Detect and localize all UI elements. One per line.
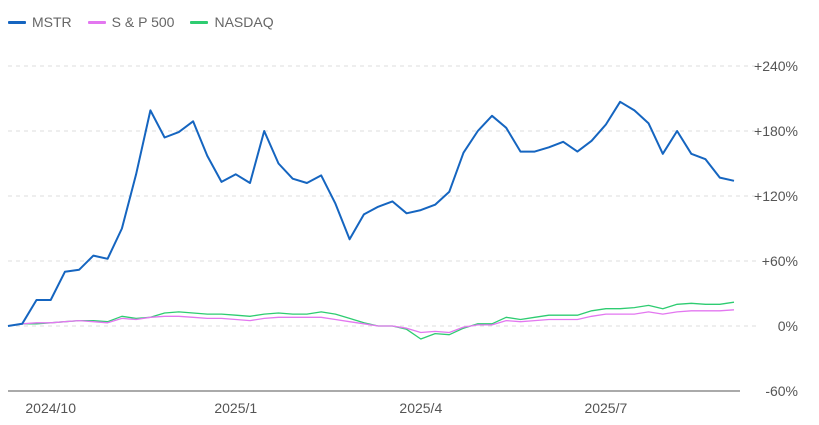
y-tick-label: +180% xyxy=(754,123,798,139)
y-tick-label: -60% xyxy=(765,383,798,399)
x-tick-label: 2024/10 xyxy=(25,400,76,416)
legend-label-nasdaq: NASDAQ xyxy=(214,14,274,30)
x-tick-label: 2025/7 xyxy=(584,400,627,416)
y-tick-label: 0% xyxy=(778,318,798,334)
x-tick-label: 2025/4 xyxy=(399,400,442,416)
chart-legend: MSTR S & P 500 NASDAQ xyxy=(8,14,274,30)
legend-swatch-sp500 xyxy=(87,20,106,24)
legend-label-sp500: S & P 500 xyxy=(111,14,175,30)
y-axis-ticks: +240% +180% +120% +60% 0% -60% xyxy=(754,58,798,399)
x-axis-ticks: 2024/10 2025/1 2025/4 2025/7 xyxy=(25,400,627,416)
series-line-mstr xyxy=(7,100,735,327)
legend-label-mstr: MSTR xyxy=(32,14,72,30)
legend-item-mstr[interactable]: MSTR xyxy=(8,14,72,30)
series-line-sp500 xyxy=(7,309,735,334)
y-tick-label: +120% xyxy=(754,188,798,204)
y-tick-label: +60% xyxy=(762,253,798,269)
legend-item-nasdaq[interactable]: NASDAQ xyxy=(190,14,274,30)
legend-swatch-nasdaq xyxy=(190,20,209,24)
y-tick-label: +240% xyxy=(754,58,798,74)
x-tick-label: 2025/1 xyxy=(214,400,257,416)
legend-swatch-mstr xyxy=(8,20,26,24)
legend-item-sp500[interactable]: S & P 500 xyxy=(87,14,175,30)
chart-series xyxy=(7,100,735,340)
